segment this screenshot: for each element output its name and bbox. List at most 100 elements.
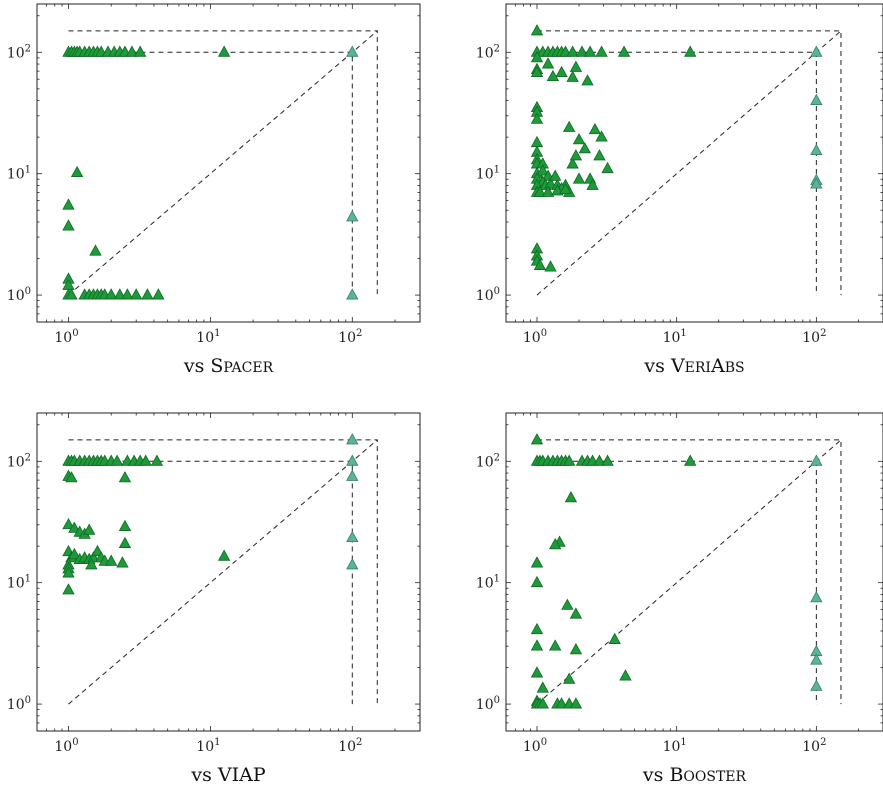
triangle-marker [608,632,621,644]
triangle-marker [561,598,574,610]
triangle-marker [83,523,96,535]
triangle-marker [544,177,557,189]
y-tick-label: 101 [476,165,500,183]
scatter-panel-1: 100 101 102 100 101 102 vs SPACER [7,3,421,377]
triangle-marker [346,454,359,466]
triangle-marker [530,666,544,678]
triangle-marker [549,538,562,550]
x-tick-label: 100 [523,737,547,755]
panel-caption: vs VERIABS [643,355,744,377]
x-tick-label: 101 [663,328,687,346]
triangle-marker [566,70,579,82]
triangle-marker [68,547,81,560]
triangle-marker [65,471,78,483]
triangle-marker [566,45,579,57]
triangle-marker [541,185,555,197]
scatter-panel-2: 100 101 102 100 101 102 vs VERIABS [476,3,883,377]
x-tick-label: 100 [523,328,547,346]
triangle-marker [563,120,576,132]
outer-timeout-boundary [68,439,378,705]
triangle-marker [70,165,84,178]
triangle-marker [684,45,697,57]
triangle-marker [619,669,632,681]
triangle-marker [346,530,359,543]
triangle-marker [586,178,599,190]
plot-frame [36,412,421,732]
triangle-marker [113,288,126,300]
y-tick-label: 101 [7,574,31,592]
triangle-marker [530,112,544,124]
triangle-marker [595,45,608,57]
triangle-marker [810,143,823,155]
triangle-marker [105,554,118,566]
triangle-marker [572,133,586,145]
triangle-marker [564,491,578,503]
triangle-marker [575,45,589,57]
triangle-marker [85,558,98,570]
x-tick-label: 102 [802,328,826,346]
x-tick-label: 102 [802,737,826,755]
y-tick-label: 100 [476,695,500,713]
triangle-marker [141,288,154,300]
triangle-marker [569,642,583,655]
triangle-marker [346,210,359,222]
panel-caption: vs SPACER [183,355,274,377]
triangle-marker [533,258,547,270]
triangle-marker [810,679,823,691]
x-tick-label: 102 [338,737,362,755]
outer-timeout-boundary [536,30,842,296]
triangle-marker [569,697,583,709]
triangle-marker [530,433,544,445]
triangle-marker [530,135,544,148]
triangle-marker [62,566,75,578]
x-tick-label: 101 [196,328,220,346]
triangle-marker [593,454,606,466]
triangle-marker [346,45,359,57]
triangle-marker [530,556,544,568]
triangle-marker [68,521,81,533]
triangle-marker [530,575,544,588]
y-tick-label: 100 [476,286,500,304]
triangle-marker [544,260,557,272]
triangle-marker [569,607,583,619]
diagonal-reference-line [68,439,378,705]
scatter-panel-3: 100 101 102 100 101 102 vs VIAP [7,412,421,786]
triangle-marker [536,164,549,176]
diagonal-reference-line [536,30,842,296]
outer-timeout-boundary [536,439,842,705]
x-tick-label: 101 [663,737,687,755]
panel-caption: vs BOOSTER [642,764,747,786]
triangle-marker [583,45,597,57]
x-tick-label: 101 [196,737,220,755]
triangle-marker [601,161,614,174]
triangle-marker [810,45,823,57]
triangle-marker [684,454,697,466]
triangle-marker [541,57,555,69]
y-tick-label: 101 [7,165,31,183]
triangle-marker [559,182,572,194]
y-tick-label: 102 [7,43,31,61]
triangle-marker [595,130,608,142]
triangle-marker [530,65,544,78]
triangle-marker [125,45,139,57]
plot-frame [505,3,883,323]
scatter-panel-4: 100 101 102 100 101 102 vs BOOSTER [476,412,883,786]
triangle-marker [563,672,576,684]
triangle-marker [569,60,583,72]
triangle-marker [810,177,823,189]
diagonal-reference-line [68,30,378,296]
triangle-marker [346,433,359,445]
outer-timeout-boundary [68,30,378,296]
triangle-marker [62,219,75,231]
triangle-marker [536,697,549,709]
triangle-marker [601,454,614,466]
triangle-marker [533,185,547,197]
triangle-marker [546,69,560,82]
triangle-marker [65,288,78,300]
triangle-marker [130,288,143,300]
triangle-marker [62,583,75,595]
triangle-marker [133,45,147,57]
triangle-marker [572,172,586,184]
triangle-marker [139,454,152,466]
